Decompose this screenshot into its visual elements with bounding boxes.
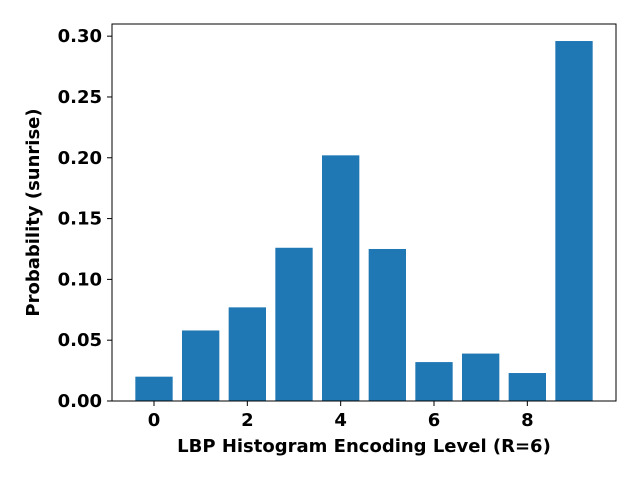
y-tick-label: 0.20: [58, 148, 102, 169]
bar-1: [182, 330, 220, 401]
bar-5: [368, 248, 406, 401]
bar-2: [228, 307, 266, 401]
bars-group: [135, 41, 593, 401]
y-tick-label: 0.25: [58, 87, 102, 108]
x-tick-label: 2: [241, 410, 254, 431]
x-tick-label: 8: [521, 410, 534, 431]
bar-3: [275, 247, 313, 401]
y-tick-label: 0.15: [58, 209, 102, 230]
bar-0: [135, 376, 173, 401]
y-tick-label: 0.10: [58, 269, 102, 290]
x-tick-label: 4: [334, 410, 347, 431]
bar-4: [322, 155, 360, 401]
y-axis-ticks: 0.00 0.05 0.10 0.15 0.20 0.25 0.30: [58, 26, 112, 412]
x-tick-label: 6: [428, 410, 441, 431]
x-axis-title: LBP Histogram Encoding Level (R=6): [177, 436, 551, 457]
x-tick-label: 0: [148, 410, 161, 431]
bar-6: [415, 362, 453, 401]
x-axis-ticks: 0 2 4 6 8: [148, 401, 534, 431]
y-tick-label: 0.05: [58, 330, 102, 351]
bar-8: [508, 373, 546, 401]
y-tick-label: 0.30: [58, 26, 102, 47]
bar-7: [462, 353, 500, 401]
bar-9: [555, 41, 593, 401]
y-tick-label: 0.00: [58, 391, 102, 412]
plot-frame: [111, 23, 617, 402]
y-axis-title: Probability (sunrise): [23, 108, 44, 316]
